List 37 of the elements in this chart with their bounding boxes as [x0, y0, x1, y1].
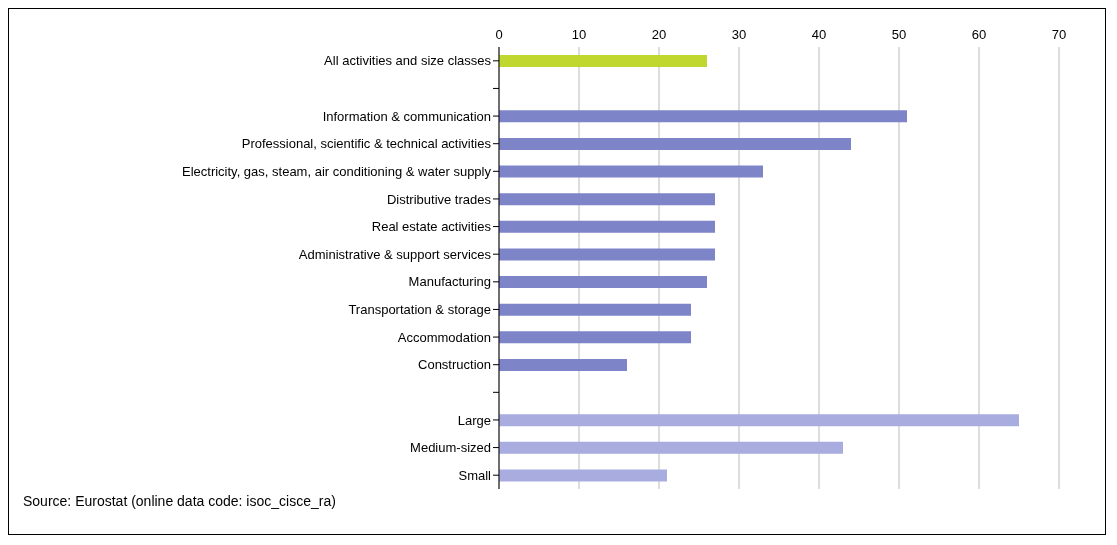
- y-tick-label: Administrative & support services: [298, 246, 492, 262]
- source-note: Source: Eurostat (online data code: isoc_cisce_ra): [23, 493, 337, 509]
- bar: [499, 55, 707, 67]
- bar: [499, 441, 843, 454]
- y-tick-label: Construction: [418, 357, 491, 373]
- bar: [499, 414, 1019, 427]
- y-tick-label: Electricity, gas, steam, air conditioning & water supply: [181, 163, 492, 179]
- bar: [499, 137, 851, 150]
- x-tick-label: 70: [1051, 27, 1067, 42]
- y-tick-label: Transportation & storage: [348, 302, 491, 318]
- y-tick-label: All activities and size classes: [324, 53, 492, 69]
- x-tick-label: 0: [495, 27, 503, 42]
- bar: [499, 358, 627, 371]
- x-tick-label: 50: [891, 27, 907, 42]
- bar: [499, 165, 763, 178]
- bar: [499, 220, 715, 233]
- y-tick-label: Accommodation: [397, 329, 491, 345]
- y-tick-label: Medium-sized: [410, 440, 491, 456]
- y-tick-label: Professional, scientific & technical activities: [241, 136, 492, 152]
- y-tick-label: Manufacturing: [408, 274, 491, 290]
- y-tick-label: Information & communication: [322, 108, 491, 124]
- y-tick-label: Distributive trades: [386, 191, 492, 207]
- x-tick-label: 20: [651, 27, 667, 42]
- bar: [499, 276, 707, 288]
- y-tick-label: Small: [458, 467, 492, 483]
- bar: [499, 303, 691, 316]
- x-tick-label: 30: [731, 27, 747, 42]
- y-tick-label: Large: [457, 412, 491, 428]
- bar: [499, 110, 907, 123]
- bar: [499, 248, 715, 261]
- x-tick-label: 40: [811, 27, 827, 42]
- bar: [499, 193, 715, 206]
- bar: [499, 331, 691, 344]
- y-tick-label: Real estate activities: [371, 219, 492, 235]
- x-tick-label: 10: [571, 27, 587, 42]
- bar: [499, 469, 667, 482]
- x-tick-label: 60: [971, 27, 987, 42]
